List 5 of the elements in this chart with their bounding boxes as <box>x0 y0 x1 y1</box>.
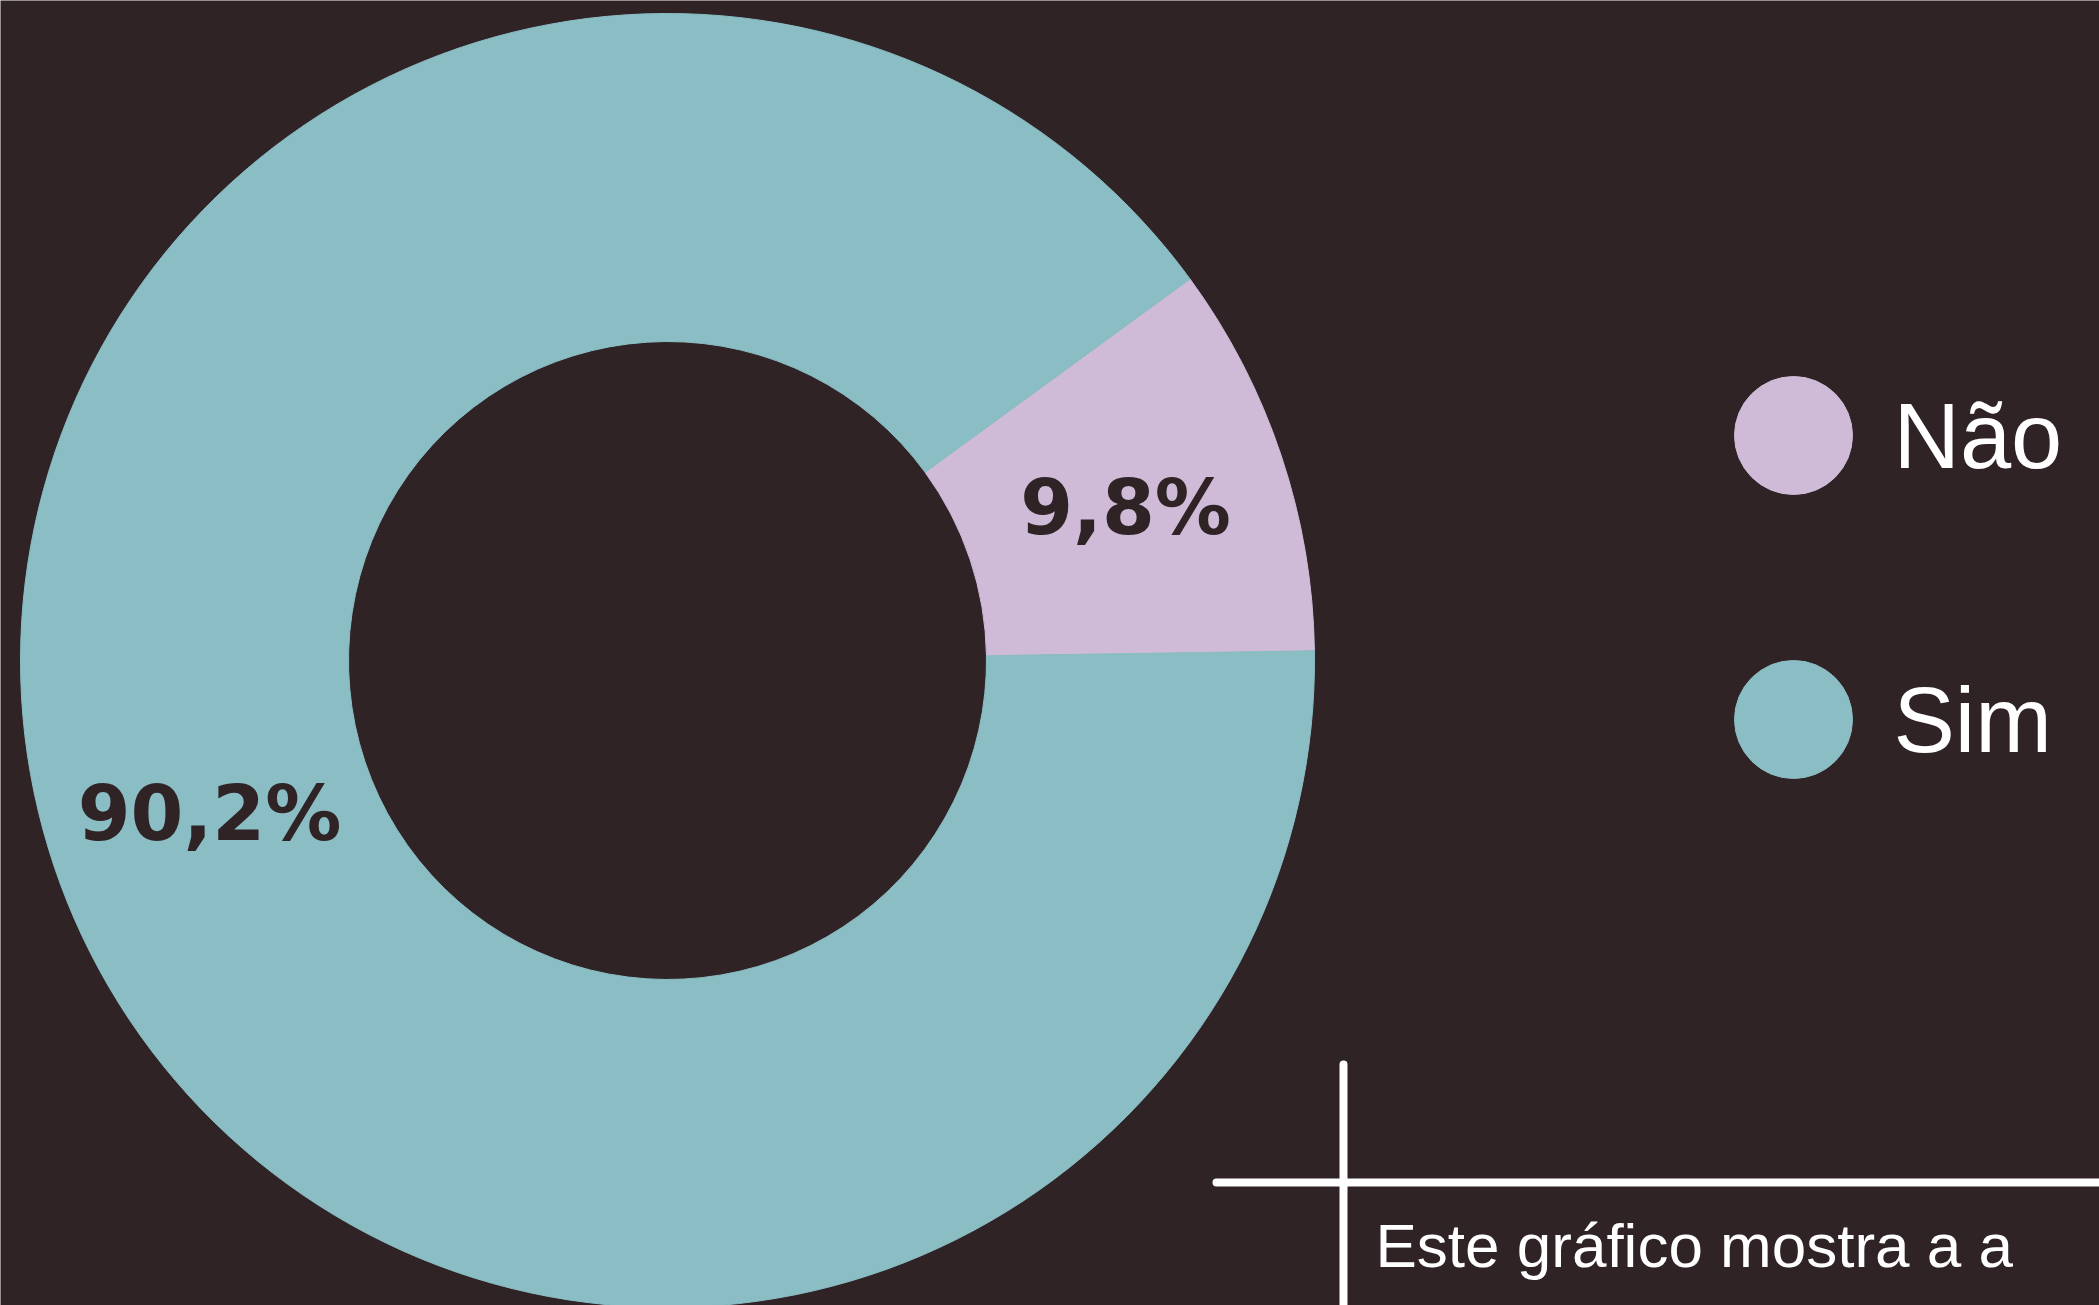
data-label: 90,2% <box>77 769 342 859</box>
data-label: 9,8% <box>1020 462 1231 552</box>
legend-label: Não <box>1893 384 2063 487</box>
text: Este gráfico mostra a a <box>1375 1211 2014 1280</box>
legend-label: Sim <box>1893 668 2052 771</box>
